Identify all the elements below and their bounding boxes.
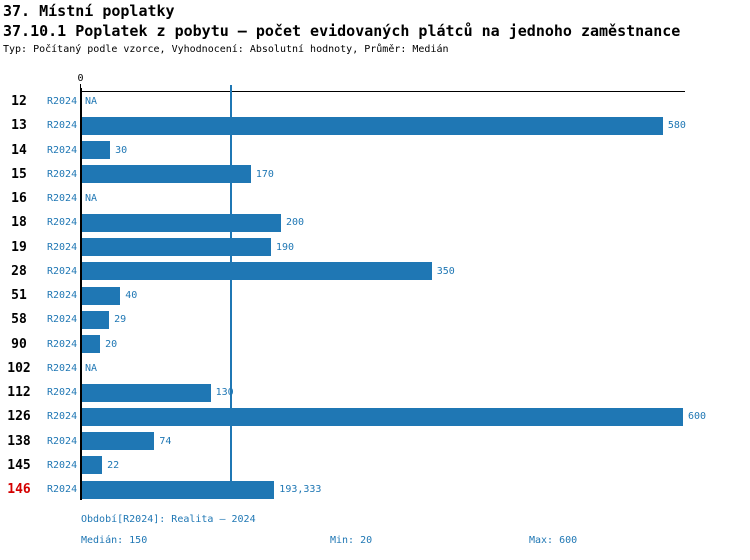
row-id-label: 112 (7, 385, 31, 400)
footer-period: Období[R2024]: Realita – 2024 (81, 514, 256, 525)
report-meta-line: Typ: Počítaný podle vzorce, Vyhodnocení:… (3, 44, 449, 55)
axis-top-line (80, 91, 685, 92)
bar-value-label: 20 (105, 338, 118, 350)
row-id-label: 58 (11, 312, 27, 328)
row-period-label: R2024 (47, 193, 78, 204)
row-period-label: R2024 (47, 314, 78, 326)
bar-value-label: 350 (436, 265, 455, 277)
median-line (229, 85, 232, 495)
row-id-label: 16 (11, 191, 27, 206)
row-id-label: 51 (11, 288, 27, 303)
bar-value-label: 22 (107, 459, 120, 471)
report-section-title: 37. Místní poplatky (3, 2, 175, 20)
row-period-label: R2024 (47, 362, 78, 374)
bar-value-label: 130 (215, 387, 234, 398)
bar-value-label: 193,333 (279, 484, 322, 495)
bar (82, 165, 251, 184)
row-period-label: R2024 (47, 435, 78, 447)
bar (82, 480, 275, 499)
row-period-label: R2024 (47, 168, 78, 180)
footer-median: Medián: 150 (81, 535, 148, 546)
bar-value-label: 74 (159, 435, 172, 447)
bar (82, 310, 110, 329)
bar (82, 116, 663, 135)
row-id-label: 102 (7, 360, 31, 376)
row-period-label: R2024 (47, 338, 78, 350)
bar-value-label: 40 (125, 290, 138, 301)
footer-max: Max: 600 (529, 535, 578, 546)
row-period-label: R2024 (47, 484, 78, 495)
row-na-label: NA (85, 193, 98, 204)
bar-value-label: 170 (255, 168, 274, 180)
row-period-label: R2024 (47, 217, 78, 229)
row-period-label: R2024 (47, 241, 78, 253)
row-id-label: 146 (7, 482, 31, 497)
row-period-label: R2024 (47, 411, 78, 423)
row-period-label: R2024 (47, 120, 78, 132)
row-id-label: 13 (11, 118, 27, 134)
row-period-label: R2024 (47, 265, 78, 277)
row-na-label: NA (85, 96, 98, 107)
row-period-label: R2024 (47, 144, 78, 156)
row-na-label: NA (85, 362, 98, 374)
bar (82, 213, 281, 232)
row-id-label: 19 (11, 239, 27, 255)
row-id-label: 14 (11, 142, 27, 158)
report-indicator-title: 37.10.1 Poplatek z pobytu – počet evidov… (3, 22, 681, 40)
row-id-label: 90 (11, 336, 27, 352)
axis-y-line (80, 88, 82, 500)
bar (82, 335, 101, 353)
axis-zero-tick (80, 84, 81, 91)
bar (82, 407, 683, 426)
bar (82, 432, 155, 450)
bar (82, 262, 432, 281)
bar (82, 238, 271, 256)
row-id-label: 28 (11, 263, 27, 279)
row-id-label: 18 (11, 215, 27, 231)
bar-value-label: 190 (275, 241, 294, 253)
bar (82, 456, 103, 475)
bar (82, 383, 211, 402)
axis-zero-label: 0 (77, 73, 84, 84)
bar-value-label: 200 (286, 217, 305, 229)
row-id-label: 126 (7, 409, 31, 425)
bar-value-label: 30 (115, 144, 128, 156)
row-id-label: 145 (7, 457, 31, 473)
bar (82, 286, 121, 305)
row-period-label: R2024 (47, 290, 78, 301)
row-period-label: R2024 (47, 96, 78, 107)
bar (82, 141, 111, 159)
row-period-label: R2024 (47, 459, 78, 471)
bar-value-label: 580 (667, 120, 686, 132)
row-id-label: 12 (11, 94, 27, 109)
row-id-label: 15 (11, 166, 27, 182)
bar-value-label: 600 (688, 411, 707, 423)
footer-min: Min: 20 (330, 535, 373, 546)
row-period-label: R2024 (47, 387, 78, 398)
row-id-label: 138 (7, 433, 31, 449)
bar-value-label: 29 (114, 314, 127, 326)
